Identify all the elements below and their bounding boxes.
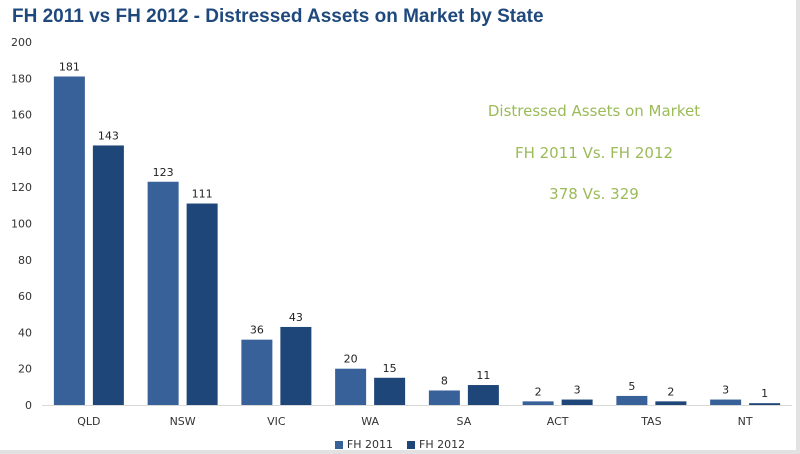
data-label: 3 [574, 384, 581, 397]
bar-nsw-fh2012 [186, 203, 218, 405]
chart-legend: FH 2011 FH 2012 [0, 438, 800, 451]
bar-act-fh2012 [561, 399, 593, 405]
data-label: 2 [535, 385, 542, 398]
data-label: 181 [59, 60, 80, 73]
annotation-line-2: FH 2011 Vs. FH 2012 [514, 144, 674, 162]
data-label: 143 [98, 129, 119, 142]
x-tick-label: VIC [267, 415, 286, 428]
data-label: 20 [344, 353, 358, 366]
data-label: 1 [761, 387, 768, 400]
bar-nt-fh2012 [749, 403, 781, 405]
legend-item-fh2012: FH 2012 [407, 438, 465, 451]
x-tick-label: WA [361, 415, 379, 428]
bar-nt-fh2011 [710, 399, 742, 405]
data-label: 5 [628, 380, 635, 393]
bar-act-fh2011 [522, 401, 554, 405]
x-tick-label: TAS [640, 415, 661, 428]
data-label: 11 [476, 369, 490, 382]
chart-title: FH 2011 vs FH 2012 - Distressed Assets o… [12, 6, 544, 27]
annotation-line-3: 378 Vs. 329 [549, 185, 639, 203]
bar-wa-fh2011 [335, 368, 367, 405]
legend-swatch-fh2012 [407, 440, 415, 449]
bar-wa-fh2012 [374, 377, 406, 405]
x-tick-label: ACT [547, 415, 569, 428]
bar-nsw-fh2011 [147, 181, 179, 405]
bar-vic-fh2011 [241, 339, 273, 405]
bar-qld-fh2012 [92, 145, 124, 405]
y-tick-label: 40 [18, 326, 32, 339]
data-label: 36 [250, 324, 264, 337]
y-tick-label: 180 [11, 72, 32, 85]
legend-label-fh2012: FH 2012 [419, 438, 466, 451]
data-label: 15 [383, 362, 397, 375]
x-tick-label: NSW [170, 415, 196, 428]
x-tick-label: SA [457, 415, 472, 428]
x-tick-label: QLD [77, 415, 100, 428]
data-label: 43 [289, 311, 303, 324]
y-tick-label: 0 [25, 399, 32, 412]
data-label: 2 [667, 385, 674, 398]
bar-vic-fh2012 [280, 326, 312, 405]
bar-sa-fh2012 [467, 385, 499, 405]
x-tick-label: NT [738, 415, 753, 428]
y-tick-label: 120 [11, 181, 32, 194]
y-tick-label: 100 [11, 218, 32, 231]
bar-tas-fh2012 [655, 401, 687, 405]
data-label: 111 [192, 188, 213, 201]
bar-sa-fh2011 [428, 390, 460, 405]
y-tick-label: 20 [18, 363, 32, 376]
y-tick-label: 60 [18, 290, 32, 303]
legend-label-fh2011: FH 2011 [346, 438, 393, 451]
y-tick-label: 80 [18, 254, 32, 267]
y-tick-label: 200 [11, 36, 32, 49]
data-label: 3 [722, 384, 729, 397]
data-label: 8 [441, 374, 448, 387]
bar-qld-fh2011 [53, 76, 85, 406]
annotation-line-1: Distressed Assets on Market [487, 102, 701, 120]
y-tick-label: 140 [11, 145, 32, 158]
data-label: 123 [153, 166, 174, 179]
legend-item-fh2011: FH 2011 [334, 438, 393, 451]
y-tick-label: 160 [11, 109, 32, 122]
bar-tas-fh2011 [616, 395, 648, 405]
legend-swatch-fh2011 [334, 440, 343, 449]
